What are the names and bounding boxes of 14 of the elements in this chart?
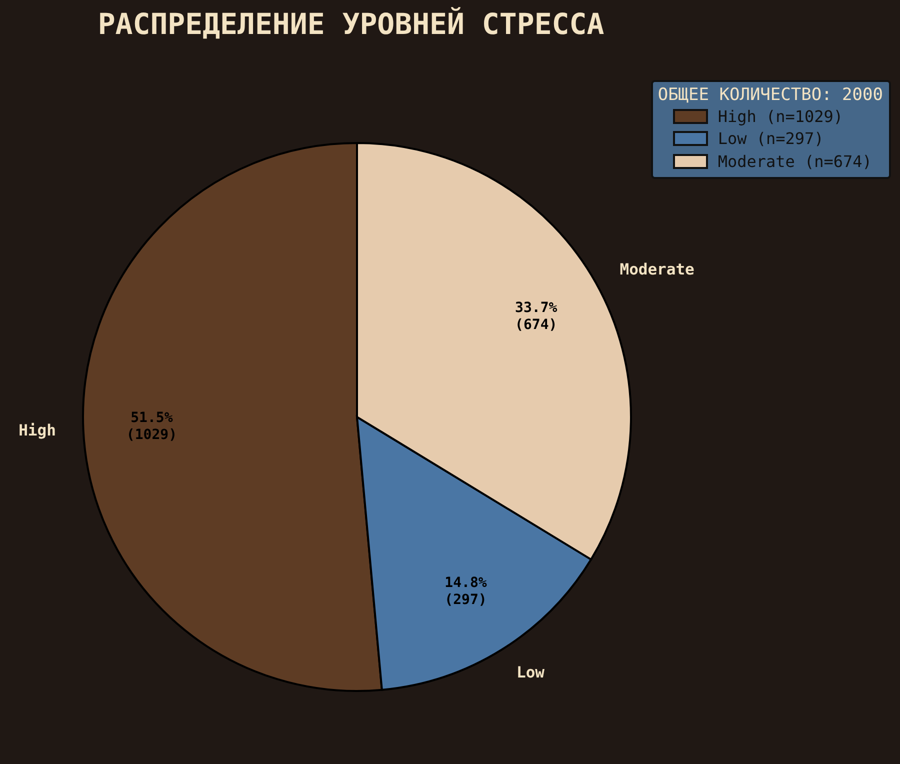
legend-title: ОБЩЕЕ КОЛИЧЕСТВО: 2000 [658,85,883,105]
legend-label: Moderate [718,152,795,171]
legend-label: Low [718,129,747,148]
text: (n=1029) [766,106,844,126]
data-label: 51.5% (1029) [126,410,177,443]
slice-label: Low [516,664,546,682]
legend-label: High [718,106,756,126]
chart-title: РАСПРЕДЕЛЕНИЕ УРОВНЕЙ СТРЕССА [96,7,606,41]
text: (n=297) [756,129,824,148]
data-label: 14.8% (297) [444,574,488,608]
slice-label: High [18,422,56,440]
data-label: 33.7% (674) [515,300,558,333]
text: (n=674) [804,152,872,171]
slice-label: Moderate [620,260,694,278]
